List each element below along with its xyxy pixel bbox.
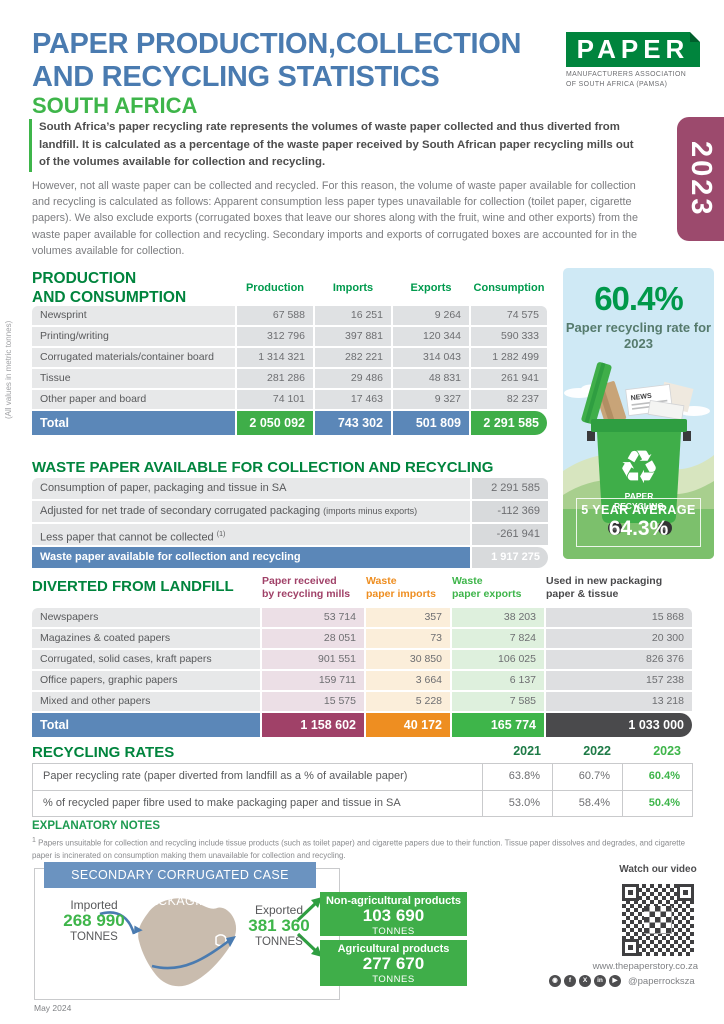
metric-tonnes-note: (All values in metric tonnes) xyxy=(4,320,13,420)
explanatory-notes-heading: EXPLANATORY NOTES xyxy=(32,820,161,832)
col-paper-received: Paper received by recycling mills xyxy=(262,575,351,600)
table-row: Corrugated materials/container board 1 3… xyxy=(32,348,548,367)
table-row: Office papers, graphic papers 159 711 3 … xyxy=(32,671,692,690)
watch-our-video-label: Watch our video xyxy=(619,864,697,875)
five-year-average-label: 5 YEAR AVERAGE xyxy=(581,503,696,517)
imported-tonnes: Imported 268 990 TONNES xyxy=(63,898,125,943)
table-row: Less paper that cannot be collected (1) … xyxy=(32,524,548,545)
recycling-rate-caption: Paper recycling rate for 2023 xyxy=(565,320,712,352)
col-waste-exports: Waste paper exports xyxy=(452,575,522,600)
production-table: Newsprint 67 588 16 251 9 264 74 575 Pri… xyxy=(32,306,548,437)
qr-finder-icon xyxy=(622,884,639,901)
publication-date: May 2024 xyxy=(34,1003,72,1013)
year-2021: 2021 xyxy=(513,744,541,758)
diverted-total-row: Total 1 158 602 40 172 165 774 1 033 000 xyxy=(32,713,692,737)
social-handle[interactable]: @paperrocksza xyxy=(628,975,695,987)
non-agricultural-products-box: Non-agricultural products 103 690 TONNES xyxy=(320,892,467,937)
diverted-column-headers: Paper received by recycling mills Waste pa… xyxy=(262,575,692,601)
table-row: Newsprint 67 588 16 251 9 264 74 575 xyxy=(32,306,548,325)
page-subtitle: SOUTH AFRICA xyxy=(32,93,198,118)
recycling-rate-value: 60.4% xyxy=(594,280,684,317)
diverted-table: Newspapers 53 714 357 38 203 15 868 Maga… xyxy=(32,608,692,739)
table-row: Magazines & coated papers 28 051 73 7 82… xyxy=(32,629,692,648)
qr-code xyxy=(622,884,694,956)
agricultural-products-box: Agricultural products 277 670 TONNES xyxy=(320,940,467,986)
instagram-icon[interactable]: ◉ xyxy=(549,975,561,987)
bin-lid xyxy=(581,362,612,425)
paper-logo-mark: PAPER xyxy=(566,32,700,67)
table-row: Newspapers 53 714 357 38 203 15 868 xyxy=(32,608,692,627)
table-row: Mixed and other papers 15 575 5 228 7 58… xyxy=(32,692,692,711)
year-tab: 2023 xyxy=(677,117,724,241)
diverted-heading: DIVERTED FROM LANDFILL xyxy=(32,578,234,595)
col-imports: Imports xyxy=(332,282,374,294)
year-2023: 2023 xyxy=(653,744,681,758)
table-row: % of recycled paper fibre used to make p… xyxy=(33,790,692,816)
linkedin-icon[interactable]: in xyxy=(594,975,606,987)
news-label: NEWS xyxy=(630,393,652,403)
production-column-headers: Production Imports Exports Consumption xyxy=(237,282,547,294)
production-total-row: Total 2 050 092 743 302 501 809 2 291 58… xyxy=(32,411,548,435)
table-row: Paper recycling rate (paper diverted fro… xyxy=(33,764,692,790)
col-consumption: Consumption xyxy=(473,282,545,294)
website-link[interactable]: www.thepaperstory.co.za xyxy=(592,961,698,972)
page-fold-icon xyxy=(690,32,700,42)
packaging-heading: SECONDARY CORRUGATED CASE PACKAGING xyxy=(44,862,316,908)
x-icon[interactable]: X xyxy=(579,975,591,987)
bin-label-2: RECYCLING xyxy=(614,501,664,511)
col-exports: Exports xyxy=(410,282,452,294)
page-title: PAPER PRODUCTION,COLLECTION AND RECYCLIN… xyxy=(32,28,522,93)
table-row: Printing/writing 312 796 397 881 120 344… xyxy=(32,327,548,346)
waste-paper-heading: WASTE PAPER AVAILABLE FOR COLLECTION AND… xyxy=(32,459,494,476)
footnote-marker: (1) xyxy=(216,531,226,538)
recycling-rates-years: 2021 2022 2023 xyxy=(483,744,693,758)
bin-label-1: PAPER xyxy=(625,491,654,501)
table-row: Consumption of paper, packaging and tiss… xyxy=(32,478,548,499)
logo-subtext: MANUFACTURERS ASSOCIATION OF SOUTH AFRIC… xyxy=(566,71,687,88)
recycling-rates-heading: RECYCLING RATES xyxy=(32,744,175,761)
year-2022: 2022 xyxy=(583,744,611,758)
table-row: Tissue 281 286 29 486 48 831 261 941 xyxy=(32,369,548,388)
recycle-icon: ♻ xyxy=(618,441,659,493)
facebook-icon[interactable]: f xyxy=(564,975,576,987)
table-row: Adjusted for net trade of secondary corr… xyxy=(32,501,548,522)
bin-contents: NEWS xyxy=(593,381,694,425)
waste-total-row: Waste paper available for collection and… xyxy=(32,547,548,568)
qr-finder-icon xyxy=(677,884,694,901)
intro-paragraph-1: South Africa’s paper recycling rate repr… xyxy=(29,119,641,173)
qr-finder-icon xyxy=(622,939,639,956)
exported-tonnes: Exported 381 360 TONNES xyxy=(248,903,310,948)
recycling-rates-table: Paper recycling rate (paper diverted fro… xyxy=(32,763,693,817)
explanatory-note: 1 Papers unsuitable for collection and r… xyxy=(32,837,686,860)
col-used-new-packaging: Used in new packaging paper & tissue xyxy=(546,575,663,600)
col-waste-imports: Waste paper imports xyxy=(366,575,437,600)
waste-paper-table: Consumption of paper, packaging and tiss… xyxy=(32,478,548,570)
production-heading: PRODUCTION AND CONSUMPTION xyxy=(32,270,187,307)
col-production: Production xyxy=(245,282,305,294)
youtube-icon[interactable]: ▶ xyxy=(609,975,621,987)
recycling-bin-illustration: NEWS ♻ PAPER RECYCLING xyxy=(563,362,714,559)
table-row: Other paper and board 74 101 17 463 9 32… xyxy=(32,390,548,409)
intro-paragraph-2: However, not all waste paper can be coll… xyxy=(32,180,638,257)
five-year-average-box: 5 YEAR AVERAGE 64.3% xyxy=(576,498,701,547)
pamsa-logo: PAPER MANUFACTURERS ASSOCIATION OF SOUTH… xyxy=(566,32,700,89)
social-links: ◉ f X in ▶ @paperrocksza xyxy=(549,975,695,987)
table-row: Corrugated, solid cases, kraft papers 90… xyxy=(32,650,692,669)
five-year-average-value: 64.3% xyxy=(608,517,669,540)
recycling-rate-sidebar: 60.4% Paper recycling rate for 2023 NEWS xyxy=(563,268,714,559)
